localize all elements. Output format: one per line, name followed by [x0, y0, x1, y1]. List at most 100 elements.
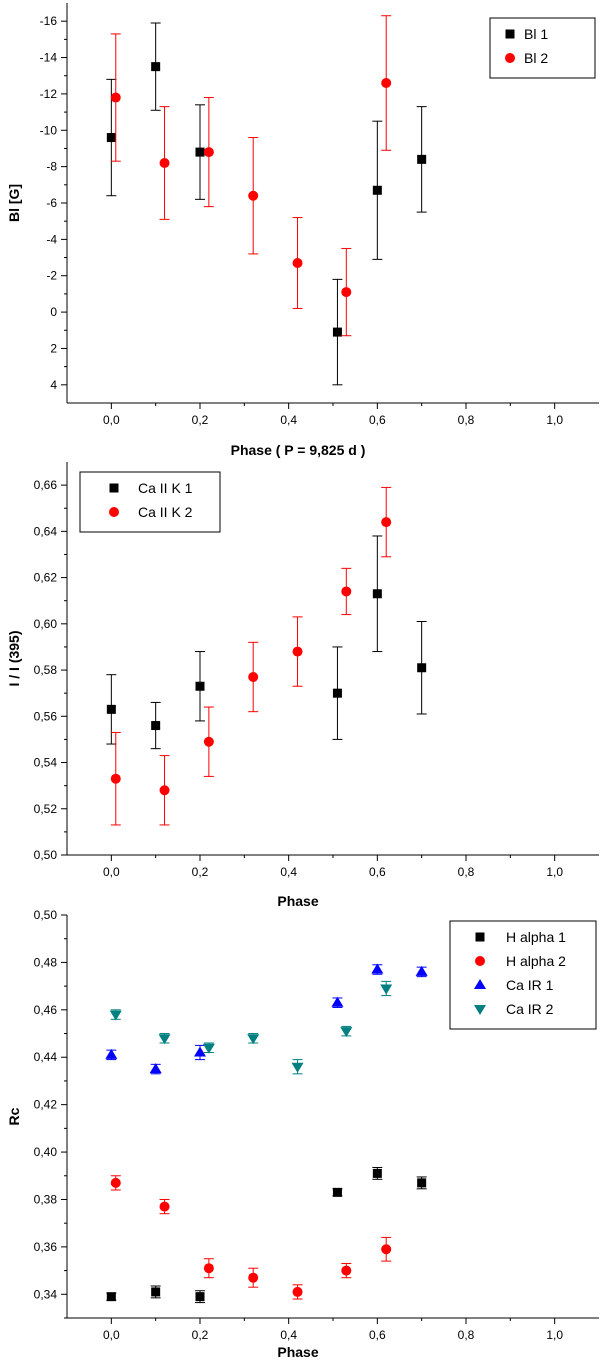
- data-point: [332, 688, 342, 698]
- series-bl-2: [110, 15, 392, 337]
- data-point: [106, 704, 116, 714]
- data-point: [341, 1265, 352, 1276]
- x-tick-label: 0,6: [369, 1328, 386, 1342]
- series-h-alpha-1: [106, 1166, 427, 1304]
- data-point: [149, 1063, 162, 1074]
- legend-box: [449, 920, 597, 1030]
- data-point: [381, 517, 392, 528]
- data-point: [151, 62, 161, 72]
- legend-marker: [109, 507, 119, 517]
- data-point: [110, 92, 121, 103]
- data-point: [341, 586, 352, 597]
- y-tick-label: 0,54: [34, 756, 58, 770]
- y-tick-label: 0,60: [34, 617, 58, 631]
- legend-label: H alpha 1: [506, 929, 566, 945]
- data-point: [109, 1010, 122, 1021]
- data-point: [151, 1287, 161, 1297]
- legend-label: Ca IR 1: [506, 977, 554, 993]
- legend-box: [79, 471, 221, 533]
- y-tick-label: -12: [40, 87, 58, 101]
- legend-label: Bl 2: [524, 50, 548, 66]
- y-tick-label: -16: [40, 14, 58, 28]
- data-point: [110, 1177, 121, 1188]
- x-tick-label: 0,8: [458, 865, 475, 879]
- y-tick-label: -2: [46, 269, 57, 283]
- data-point: [372, 185, 382, 195]
- data-point: [106, 1292, 116, 1302]
- data-point: [159, 158, 170, 168]
- x-tick-label: 0,4: [280, 1328, 297, 1342]
- legend-label: Ca II K 1: [138, 480, 193, 496]
- data-point: [331, 996, 344, 1007]
- y-tick-label: 0,50: [34, 848, 58, 862]
- y-tick-label: 0,62: [34, 571, 58, 585]
- data-point: [381, 1244, 392, 1255]
- legend-label: H alpha 2: [506, 953, 566, 969]
- x-tick-label: 0,8: [458, 413, 475, 427]
- data-point: [159, 785, 170, 796]
- data-point: [195, 681, 205, 691]
- legend-marker: [475, 956, 485, 966]
- x-tick-label: 0,2: [192, 865, 209, 879]
- y-tick-label: 0,34: [34, 1287, 58, 1301]
- data-point: [291, 1062, 304, 1073]
- data-point: [151, 721, 161, 731]
- data-point: [380, 984, 393, 995]
- data-point: [332, 327, 342, 337]
- data-point: [417, 1178, 427, 1188]
- data-point: [372, 1168, 382, 1178]
- legend-marker: [109, 483, 119, 493]
- chart-panel-rc: 0,0 0,2 0,4 0,6 0,8 1,0 0,34 0,36 0,38 0,40 0,42 0,…: [6, 908, 599, 1360]
- y-axis-title: I / I (395): [6, 630, 22, 686]
- data-point: [340, 1027, 353, 1038]
- x-tick-label: 1,0: [546, 413, 563, 427]
- data-point: [105, 1048, 118, 1059]
- data-point: [248, 671, 259, 682]
- y-tick-label: 0,38: [34, 1192, 58, 1206]
- y-tick-label: 0,42: [34, 1098, 58, 1112]
- data-point: [415, 965, 428, 976]
- y-tick-label: 0,64: [34, 524, 58, 538]
- y-tick-label: -14: [40, 51, 58, 65]
- y-tick-label: -8: [46, 160, 57, 174]
- data-point: [203, 147, 214, 158]
- y-axis-title: Rc: [6, 1107, 22, 1125]
- legend-box: [489, 17, 596, 79]
- series-bl-1: [106, 22, 427, 386]
- legend: H alpha 1 H alpha 2 Ca IR 1 Ca IR 2: [449, 920, 597, 1030]
- data-point: [195, 1292, 205, 1302]
- legend-label: Ca IR 2: [506, 1001, 554, 1017]
- legend-marker: [474, 979, 486, 989]
- y-tick-label: 0,40: [34, 1145, 58, 1159]
- chart-panel-ca-ii-k: 0,0 0,2 0,4 0,6 0,8 1,0 0,50 0,52 0,54 0,56 0,58 0,…: [6, 462, 599, 909]
- series-ca-ir-1: [105, 963, 428, 1075]
- data-point: [203, 736, 214, 747]
- legend-marker: [475, 932, 485, 942]
- y-tick-label: 0,58: [34, 663, 58, 677]
- data-point: [158, 1034, 171, 1045]
- data-point: [247, 1034, 260, 1045]
- y-tick-label: 0: [50, 305, 57, 319]
- legend-marker: [505, 53, 515, 63]
- series-h-alpha-2: [110, 1175, 392, 1300]
- x-axis-title: Phase ( P = 9,825 d ): [231, 442, 366, 458]
- data-point: [292, 646, 303, 657]
- data-point: [292, 1286, 303, 1297]
- legend-marker: [474, 1005, 486, 1015]
- data-point: [195, 147, 205, 157]
- x-axis-title: Phase: [277, 1344, 318, 1360]
- x-tick-label: 0,0: [103, 413, 120, 427]
- y-tick-label: -4: [46, 232, 57, 246]
- data-point: [372, 589, 382, 599]
- y-tick-label: 0,66: [34, 478, 58, 492]
- y-tick-label: 0,56: [34, 709, 58, 723]
- x-tick-label: 0,6: [369, 413, 386, 427]
- data-point: [371, 963, 384, 974]
- y-tick-label: 4: [50, 378, 57, 392]
- x-tick-label: 1,0: [546, 1328, 563, 1342]
- x-tick-label: 0,4: [280, 865, 297, 879]
- data-point: [106, 133, 116, 143]
- x-tick-label: 0,8: [458, 1328, 475, 1342]
- x-tick-label: 0,2: [192, 1328, 209, 1342]
